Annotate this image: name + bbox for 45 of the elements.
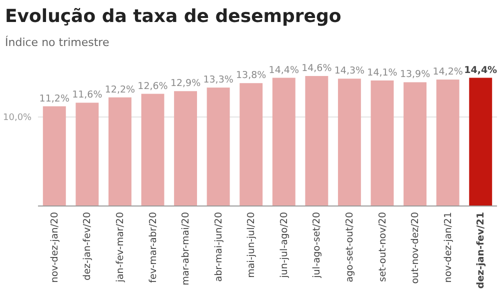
x-tick-label: dez-jan-fev/21 — [476, 212, 487, 289]
chart-title: Evolução da taxa de desemprego — [5, 6, 342, 27]
bar — [174, 91, 198, 206]
data-label: 12,9% — [170, 78, 201, 90]
bar — [76, 102, 99, 206]
x-tick-label: set-out-nov/20 — [377, 212, 388, 282]
bar — [469, 78, 492, 206]
x-tick-label: ago-set-out/20 — [344, 212, 356, 282]
x-tick-label: dez-jan-fev/20 — [82, 212, 94, 280]
data-label: 11,2% — [39, 93, 70, 104]
data-label: 12,2% — [104, 84, 136, 96]
data-label: 11,6% — [72, 90, 102, 101]
data-label: 12,6% — [138, 80, 168, 92]
y-tick-label: 10,0% — [3, 112, 32, 123]
bar — [141, 94, 164, 206]
data-label: 14,4% — [268, 64, 299, 76]
data-label: 14,3% — [334, 66, 365, 77]
chart-subtitle: Índice no trimestre — [5, 35, 110, 49]
bar — [240, 83, 263, 206]
x-tick-label: jan-fev-mar/20 — [115, 212, 126, 284]
x-tick-label: nov-dez-jan/21 — [442, 212, 454, 283]
bar — [338, 78, 361, 206]
data-label: 13,3% — [203, 74, 234, 86]
bar — [305, 76, 328, 206]
x-tick-label: out-nov-dez/20 — [410, 212, 422, 284]
x-tick-label: abr-mai-jun/20 — [213, 212, 224, 282]
data-label: 14,4% — [464, 64, 498, 76]
x-tick-label: mar-abr-mai/20 — [180, 212, 192, 286]
bar — [272, 78, 296, 206]
data-label: 14,6% — [302, 63, 332, 74]
bar — [42, 106, 66, 206]
bar — [108, 97, 132, 206]
x-tick-label: mai-jun-jul/20 — [246, 212, 258, 278]
data-label: 13,9% — [400, 69, 430, 80]
bar — [370, 80, 394, 206]
bar — [206, 88, 230, 206]
data-label: 13,8% — [236, 70, 266, 82]
data-label: 14,2% — [432, 66, 463, 78]
bar — [404, 82, 427, 206]
data-label: 14,1% — [367, 67, 398, 78]
x-tick-label: nov-dez-jan/20 — [49, 212, 60, 283]
x-tick-label: jul-ago-set/20 — [312, 212, 323, 279]
x-tick-label: jun-jul-ago/20 — [278, 212, 290, 279]
x-tick-label: fev-mar-abr/20 — [148, 212, 159, 283]
bar — [436, 80, 460, 206]
